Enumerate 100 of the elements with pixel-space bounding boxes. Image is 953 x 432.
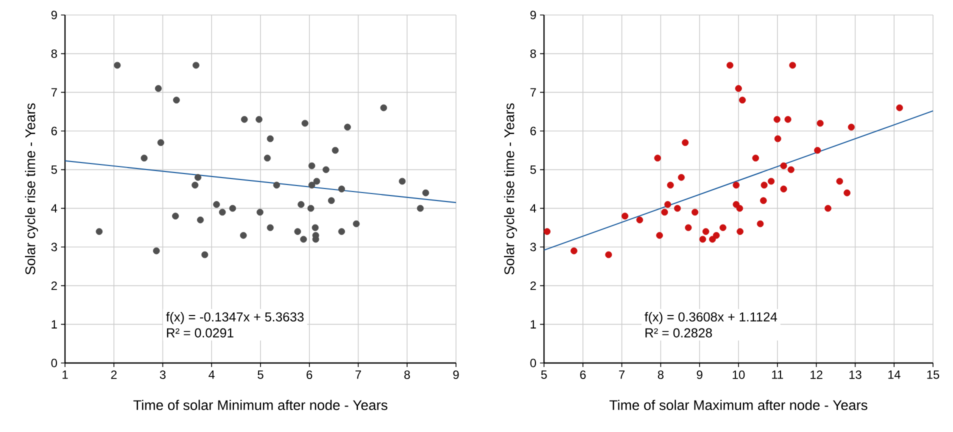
y-tick-label: 1 <box>530 320 536 328</box>
x-tick-label: 11 <box>772 370 784 379</box>
point <box>756 220 764 228</box>
y-tick-label: 9 <box>51 10 57 20</box>
y-tick-label: 4 <box>530 204 536 212</box>
point <box>264 154 271 162</box>
point <box>307 204 314 212</box>
point <box>240 116 248 123</box>
x-tick-label: 9 <box>453 370 459 379</box>
point <box>664 201 672 208</box>
point <box>218 208 226 216</box>
point <box>654 154 661 162</box>
y-tick-label: 9 <box>530 10 536 20</box>
annotation: f(x) = 0.3608x + 1.1124 <box>644 312 778 324</box>
point <box>712 232 720 239</box>
point <box>702 228 710 235</box>
y-tick-label: 8 <box>530 49 536 58</box>
point <box>605 251 612 258</box>
annotation: f(x) = -0.1347x + 5.3633 <box>166 312 304 324</box>
point <box>256 116 262 123</box>
point <box>344 124 351 131</box>
y-tick-label: 3 <box>530 242 536 252</box>
y-tick-label: 1 <box>52 320 57 328</box>
y-tick-label: 7 <box>51 88 57 96</box>
point <box>229 204 236 212</box>
point <box>699 236 706 243</box>
y-tick-label: 2 <box>530 281 536 290</box>
point <box>312 224 319 232</box>
point <box>140 154 148 162</box>
point <box>774 135 782 142</box>
point <box>774 116 780 123</box>
y-tick-label: 8 <box>51 49 57 58</box>
x-tick-label: 14 <box>888 370 900 379</box>
point <box>300 236 307 243</box>
x-tick-label: 6 <box>580 370 586 379</box>
x-tick-label: 6 <box>306 370 312 379</box>
point <box>692 208 698 216</box>
point <box>192 182 198 189</box>
point <box>780 162 788 170</box>
x-tick-label: 2 <box>111 370 117 379</box>
point <box>814 146 821 154</box>
x-tick-label: 12 <box>810 370 822 379</box>
point <box>194 174 202 181</box>
x-axis-title: Time of solar Maximum after node - Years <box>610 400 868 410</box>
annotation: R² = 0.0291 <box>167 328 234 338</box>
point <box>154 85 162 92</box>
point <box>735 85 742 92</box>
point <box>682 139 689 146</box>
point <box>266 135 274 142</box>
point <box>322 166 330 174</box>
point <box>298 201 304 208</box>
point <box>256 208 264 216</box>
point <box>172 212 179 220</box>
point <box>661 208 668 216</box>
y-tick-label: 7 <box>530 88 536 96</box>
point <box>752 154 760 162</box>
point <box>173 96 180 104</box>
point <box>192 62 200 69</box>
x-tick-label: 4 <box>208 370 215 379</box>
x-tick-label: 9 <box>696 370 702 379</box>
point <box>157 139 164 146</box>
x-tick-label: 8 <box>658 370 664 379</box>
point <box>896 104 903 112</box>
x-tick-label: 3 <box>160 370 166 379</box>
point <box>667 182 674 189</box>
point <box>784 116 792 123</box>
point <box>352 220 360 228</box>
point <box>328 197 335 204</box>
y-axis-title: Solar cycle rise time - Years <box>24 103 38 275</box>
y-tick-label: 6 <box>51 126 57 136</box>
point <box>848 124 855 131</box>
point <box>844 189 850 196</box>
y-tick-label: 0 <box>51 358 58 368</box>
x-axis-title: Time of solar Minimum after node - Years <box>133 400 388 410</box>
point <box>674 204 681 212</box>
point <box>313 178 320 185</box>
point <box>416 204 424 212</box>
point <box>678 174 685 181</box>
point <box>760 197 767 204</box>
point <box>114 62 121 69</box>
point <box>308 182 316 189</box>
y-tick-label: 3 <box>51 242 57 252</box>
point <box>570 247 578 254</box>
point <box>338 186 346 192</box>
point <box>789 62 796 69</box>
y-tick-label: 5 <box>530 166 536 174</box>
x-tick-label: 7 <box>356 370 361 379</box>
y-tick-label: 6 <box>530 126 536 136</box>
x-tick-label: 15 <box>927 370 940 379</box>
point <box>622 212 628 220</box>
point <box>684 224 692 232</box>
point <box>338 228 346 235</box>
x-tick-label: 8 <box>404 370 410 379</box>
x-tick-label: 10 <box>732 370 745 379</box>
point <box>824 204 832 212</box>
point <box>720 224 726 232</box>
x-tick-label: 13 <box>849 370 862 379</box>
point <box>836 178 844 185</box>
point <box>201 251 208 258</box>
point <box>656 232 663 239</box>
